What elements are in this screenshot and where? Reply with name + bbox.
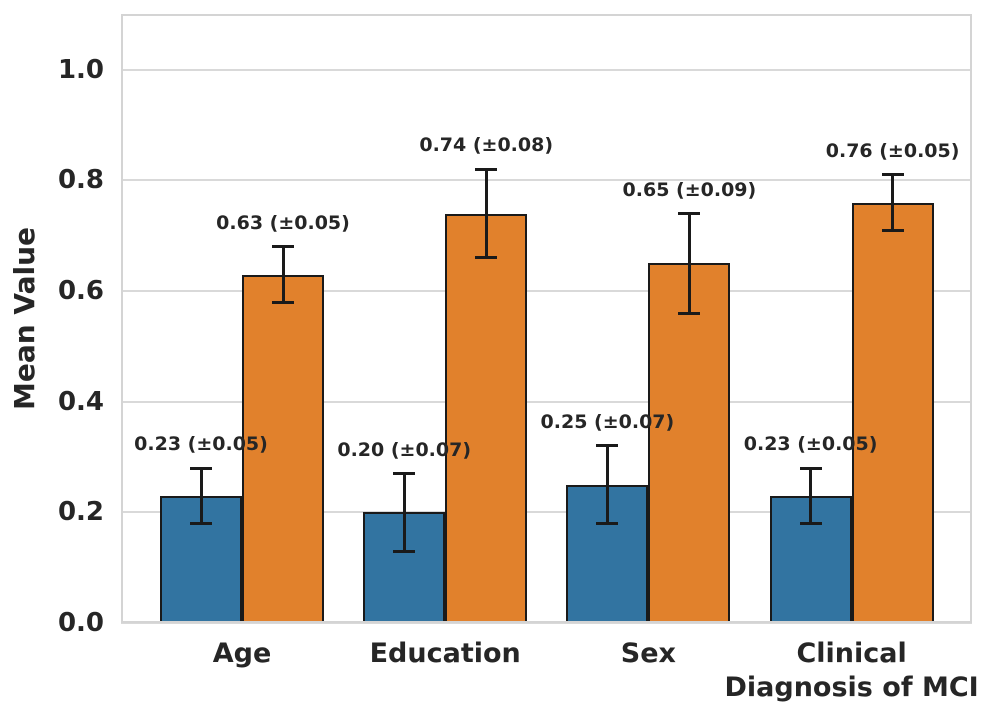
plot-area: 0.23 (±0.05) 0.20 (±0.07) 0.25 (±0.07) 0.23…: [121, 14, 972, 624]
errorbar-series-1-blue-sex: [605, 445, 609, 524]
gridline-0.0: [121, 622, 972, 624]
y-axis-label: Mean Value: [7, 227, 41, 410]
errorbar-cap-top-series-2-orange-age: [272, 245, 294, 249]
errorbar-cap-bottom-series-1-blue-education: [393, 549, 416, 553]
gridline-0.2: [121, 511, 972, 514]
y-axis-label-container: Mean Value: [0, 14, 48, 623]
bar-value-label-series-1-blue-education: 0.20 (±0.07): [337, 438, 472, 461]
ytick-label-0.2: 0.2: [57, 497, 104, 528]
bar-value-label-series-2-orange-clinical-diagnosis-of-mci: 0.76 (±0.05): [825, 139, 960, 162]
gridline-0.4: [121, 400, 972, 403]
bar-value-label-series-2-orange-education: 0.74 (±0.08): [419, 134, 554, 157]
bar-value-label-series-1-blue-clinical-diagnosis-of-mci: 0.23 (±0.05): [743, 433, 878, 456]
errorbar-series-1-blue-education: [402, 473, 406, 552]
errorbar-cap-top-series-1-blue-sex: [596, 444, 619, 448]
errorbar-cap-top-series-2-orange-sex: [678, 212, 701, 216]
annotations-layer: 0.23 (±0.05) 0.20 (±0.07) 0.25 (±0.07) 0.23…: [121, 14, 972, 623]
errorbar-cap-top-series-2-orange-education: [475, 167, 498, 171]
bar-series-2-orange-sex: [648, 263, 731, 623]
errorbar-cap-top-series-2-orange-clinical-diagnosis-of-mci: [881, 173, 904, 177]
errorbar-cap-bottom-series-2-orange-education: [475, 256, 498, 260]
gridlines-layer: [121, 14, 972, 624]
errorbar-cap-bottom-series-2-orange-clinical-diagnosis-of-mci: [881, 228, 904, 232]
errorbar-cap-top-series-1-blue-clinical-diagnosis-of-mci: [799, 466, 822, 470]
errorbar-cap-bottom-series-2-orange-age: [272, 300, 294, 304]
bar-series-2-orange-age: [242, 274, 324, 623]
errorbar-series-2-orange-education: [484, 169, 488, 258]
errorbar-series-2-orange-age: [281, 246, 285, 303]
errorbar-cap-bottom-series-1-blue-age: [190, 521, 212, 525]
errorbar-series-1-blue-age: [199, 468, 203, 524]
gridline-0.8: [121, 179, 972, 182]
errorbar-series-1-blue-clinical-diagnosis-of-mci: [809, 468, 813, 524]
xtick-label-clinical-diagnosis-of-mci: Clinical Diagnosis of MCI: [724, 638, 979, 703]
bar-value-label-series-1-blue-age: 0.23 (±0.05): [134, 433, 268, 456]
errorbar-cap-bottom-series-2-orange-sex: [678, 311, 701, 315]
errorbars-layer: [121, 14, 972, 623]
bar-series-2-orange-clinical-diagnosis-of-mci: [851, 202, 934, 623]
ytick-label-1.0: 1.0: [57, 54, 104, 85]
errorbar-cap-top-series-1-blue-education: [393, 472, 416, 476]
gridline-1.0: [121, 68, 972, 71]
errorbar-series-2-orange-sex: [687, 213, 691, 314]
gridline-0.6: [121, 290, 972, 293]
errorbar-cap-top-series-1-blue-age: [190, 466, 212, 470]
bar-value-label-series-1-blue-sex: 0.25 (±0.07): [540, 410, 675, 433]
bar-value-label-series-2-orange-sex: 0.65 (±0.09): [622, 178, 757, 201]
xtick-label-age: Age: [212, 638, 272, 669]
ytick-label-0.6: 0.6: [57, 276, 104, 307]
errorbar-series-2-orange-clinical-diagnosis-of-mci: [891, 174, 895, 231]
xtick-label-sex: Sex: [620, 638, 676, 669]
bar-value-label-series-2-orange-age: 0.63 (±0.05): [216, 211, 350, 234]
bars-layer: [121, 14, 972, 623]
errorbar-cap-bottom-series-1-blue-clinical-diagnosis-of-mci: [799, 521, 822, 525]
ytick-label-0.0: 0.0: [57, 608, 104, 638]
xtick-label-education: Education: [369, 638, 521, 669]
errorbar-cap-bottom-series-1-blue-sex: [596, 521, 619, 525]
ytick-label-0.8: 0.8: [57, 165, 104, 196]
ytick-label-0.4: 0.4: [57, 386, 104, 417]
bar-series-1-blue-clinical-diagnosis-of-mci: [769, 495, 852, 623]
